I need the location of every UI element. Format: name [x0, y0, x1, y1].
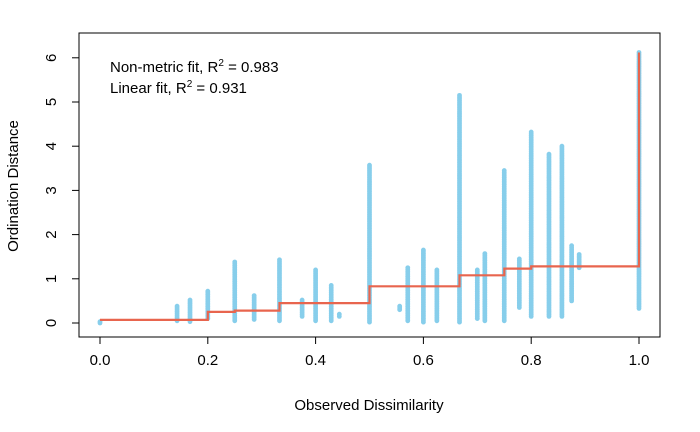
fit-annotation-text: Non-metric fit, R [110, 59, 219, 76]
y-tick-label: 0 [43, 319, 60, 327]
data-point [367, 162, 372, 168]
fit-annotation: Linear fit, R2 = 0.931 [110, 79, 247, 97]
data-point [232, 259, 238, 265]
data-point [559, 143, 565, 149]
data-point [336, 311, 342, 317]
step-fit-line [100, 52, 641, 321]
data-point [546, 151, 552, 157]
data-point [501, 168, 507, 173]
data-point [187, 297, 193, 303]
data-point [405, 265, 411, 271]
data-point [576, 252, 582, 257]
y-tick-label: 4 [43, 142, 60, 150]
y-tick-label: 3 [43, 186, 60, 194]
data-point [277, 257, 282, 263]
data-point [421, 247, 426, 253]
y-axis-label: Ordination Distance [5, 120, 22, 252]
y-tick-label: 2 [43, 230, 60, 238]
fit-annotation-sup: 2 [187, 79, 193, 90]
data-point [251, 293, 257, 298]
x-tick-label: 0.2 [197, 352, 218, 369]
data-point [328, 283, 334, 288]
data-point [205, 288, 211, 294]
fit-annotation-value: = 0.931 [192, 80, 247, 97]
y-tick-label: 1 [43, 275, 60, 283]
x-tick-label: 0.8 [521, 352, 542, 369]
x-tick-label: 0.6 [413, 352, 434, 369]
x-tick-label: 1.0 [629, 352, 650, 369]
fit-annotation-text: Linear fit, R [110, 80, 187, 97]
data-point [313, 267, 318, 273]
data-point [482, 251, 488, 257]
x-axis: 0.0 0.2 0.4 0.6 0.8 1.0 [90, 336, 650, 369]
x-tick-label: 0.0 [90, 352, 111, 369]
data-point [174, 303, 180, 309]
y-axis: 0 1 2 3 4 5 6 [43, 54, 80, 327]
fit-annotation-value: = 0.983 [224, 59, 279, 76]
data-point [434, 267, 440, 273]
data-point [457, 92, 462, 98]
data-point [516, 256, 522, 262]
data-point [636, 50, 642, 55]
x-tick-label: 0.4 [305, 352, 326, 369]
fit-annotation-sup: 2 [218, 58, 224, 69]
y-tick-label: 5 [43, 98, 60, 106]
data-point [569, 243, 575, 249]
points-layer [97, 50, 642, 326]
fit-annotation: Non-metric fit, R2 = 0.983 [110, 58, 279, 76]
step-fit-layer [100, 52, 641, 321]
x-axis-label: Observed Dissimilarity [294, 397, 444, 414]
data-point [397, 303, 403, 309]
data-point [528, 129, 534, 135]
data-point [474, 267, 480, 273]
data-point [299, 297, 305, 303]
y-tick-label: 6 [43, 54, 60, 62]
